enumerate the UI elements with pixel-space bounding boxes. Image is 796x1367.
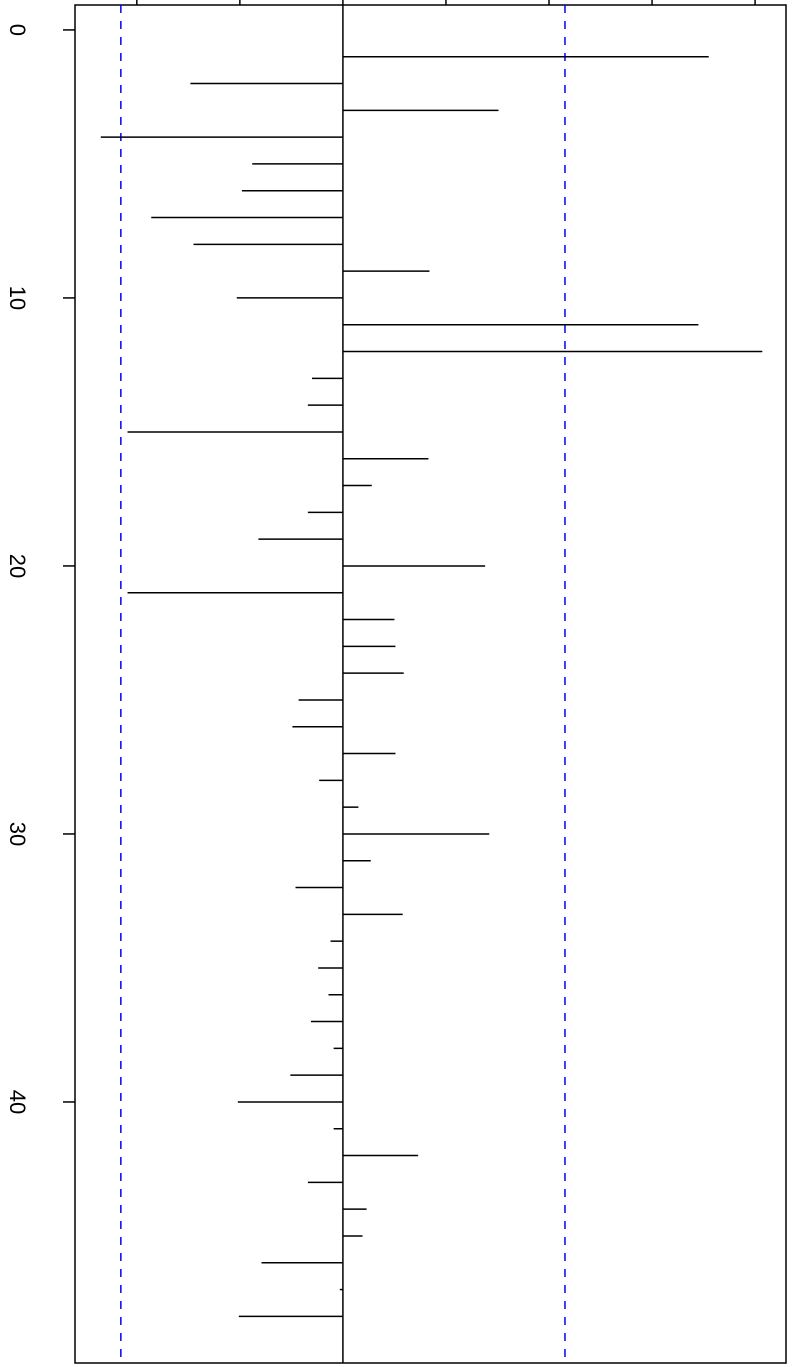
lag-tick-label: 10 bbox=[5, 286, 30, 310]
lag-tick-label: 20 bbox=[5, 554, 30, 578]
lag-tick-label: 40 bbox=[5, 1090, 30, 1114]
plot-frame bbox=[74, 4, 787, 1364]
lag-tick-label: 30 bbox=[5, 822, 30, 846]
lag-tick-label: 0 bbox=[5, 24, 30, 36]
